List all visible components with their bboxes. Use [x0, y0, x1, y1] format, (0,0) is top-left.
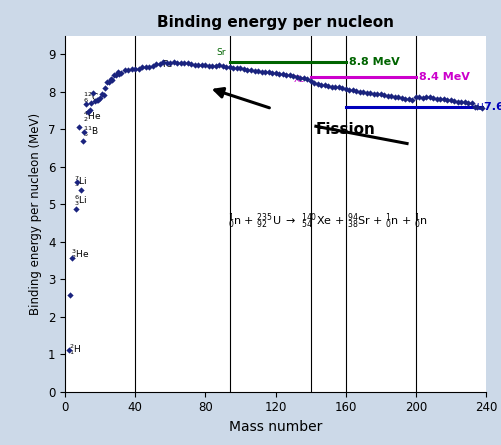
- Text: $^{7}_{3}$Li: $^{7}_{3}$Li: [75, 174, 88, 189]
- Text: U: U: [476, 103, 482, 112]
- Text: $^{3}_{2}$He: $^{3}_{2}$He: [71, 247, 89, 262]
- Text: Xe: Xe: [294, 75, 305, 84]
- Text: $^{12}_{6}$C: $^{12}_{6}$C: [83, 90, 99, 105]
- Y-axis label: Binding energy per nucleon (MeV): Binding energy per nucleon (MeV): [30, 113, 43, 315]
- Text: $^{6}_{3}$Li: $^{6}_{3}$Li: [75, 193, 88, 208]
- Text: 7.6 MeV: 7.6 MeV: [484, 102, 501, 112]
- Text: $^{2}_{1}$H: $^{2}_{1}$H: [69, 343, 81, 357]
- Text: Fe: Fe: [162, 60, 172, 69]
- Text: Sr: Sr: [216, 48, 226, 57]
- Title: Binding energy per nucleon: Binding energy per nucleon: [157, 15, 394, 30]
- Text: 8.8 MeV: 8.8 MeV: [349, 57, 400, 67]
- X-axis label: Mass number: Mass number: [229, 420, 322, 434]
- Text: $^{1}_{0}$n + $^{235}_{92}$U $\rightarrow$ $^{140}_{54}$Xe + $^{94}_{38}$Sr + $^: $^{1}_{0}$n + $^{235}_{92}$U $\rightarro…: [228, 211, 428, 231]
- Text: Fission: Fission: [316, 122, 376, 137]
- Text: 8.4 MeV: 8.4 MeV: [419, 72, 470, 82]
- Text: $^{11}_{5}$B: $^{11}_{5}$B: [83, 124, 99, 139]
- Text: $^{4}_{2}$He: $^{4}_{2}$He: [83, 109, 101, 124]
